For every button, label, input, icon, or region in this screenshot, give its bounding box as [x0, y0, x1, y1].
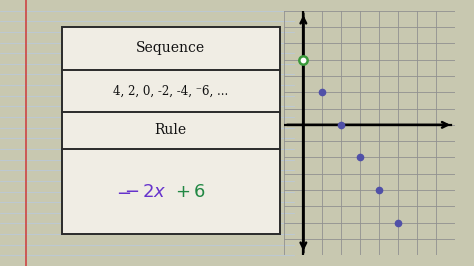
- Text: Sequence: Sequence: [136, 41, 205, 55]
- Text: $+\,6$: $+\,6$: [175, 182, 206, 201]
- Text: Rule: Rule: [155, 123, 187, 137]
- Text: $-\,2x$: $-\,2x$: [124, 182, 166, 201]
- Text: 4, 2, 0, -2, -4, ⁻6, ...: 4, 2, 0, -2, -4, ⁻6, ...: [113, 84, 228, 97]
- Text: $-$: $-$: [116, 182, 131, 201]
- Bar: [62, 27, 280, 234]
